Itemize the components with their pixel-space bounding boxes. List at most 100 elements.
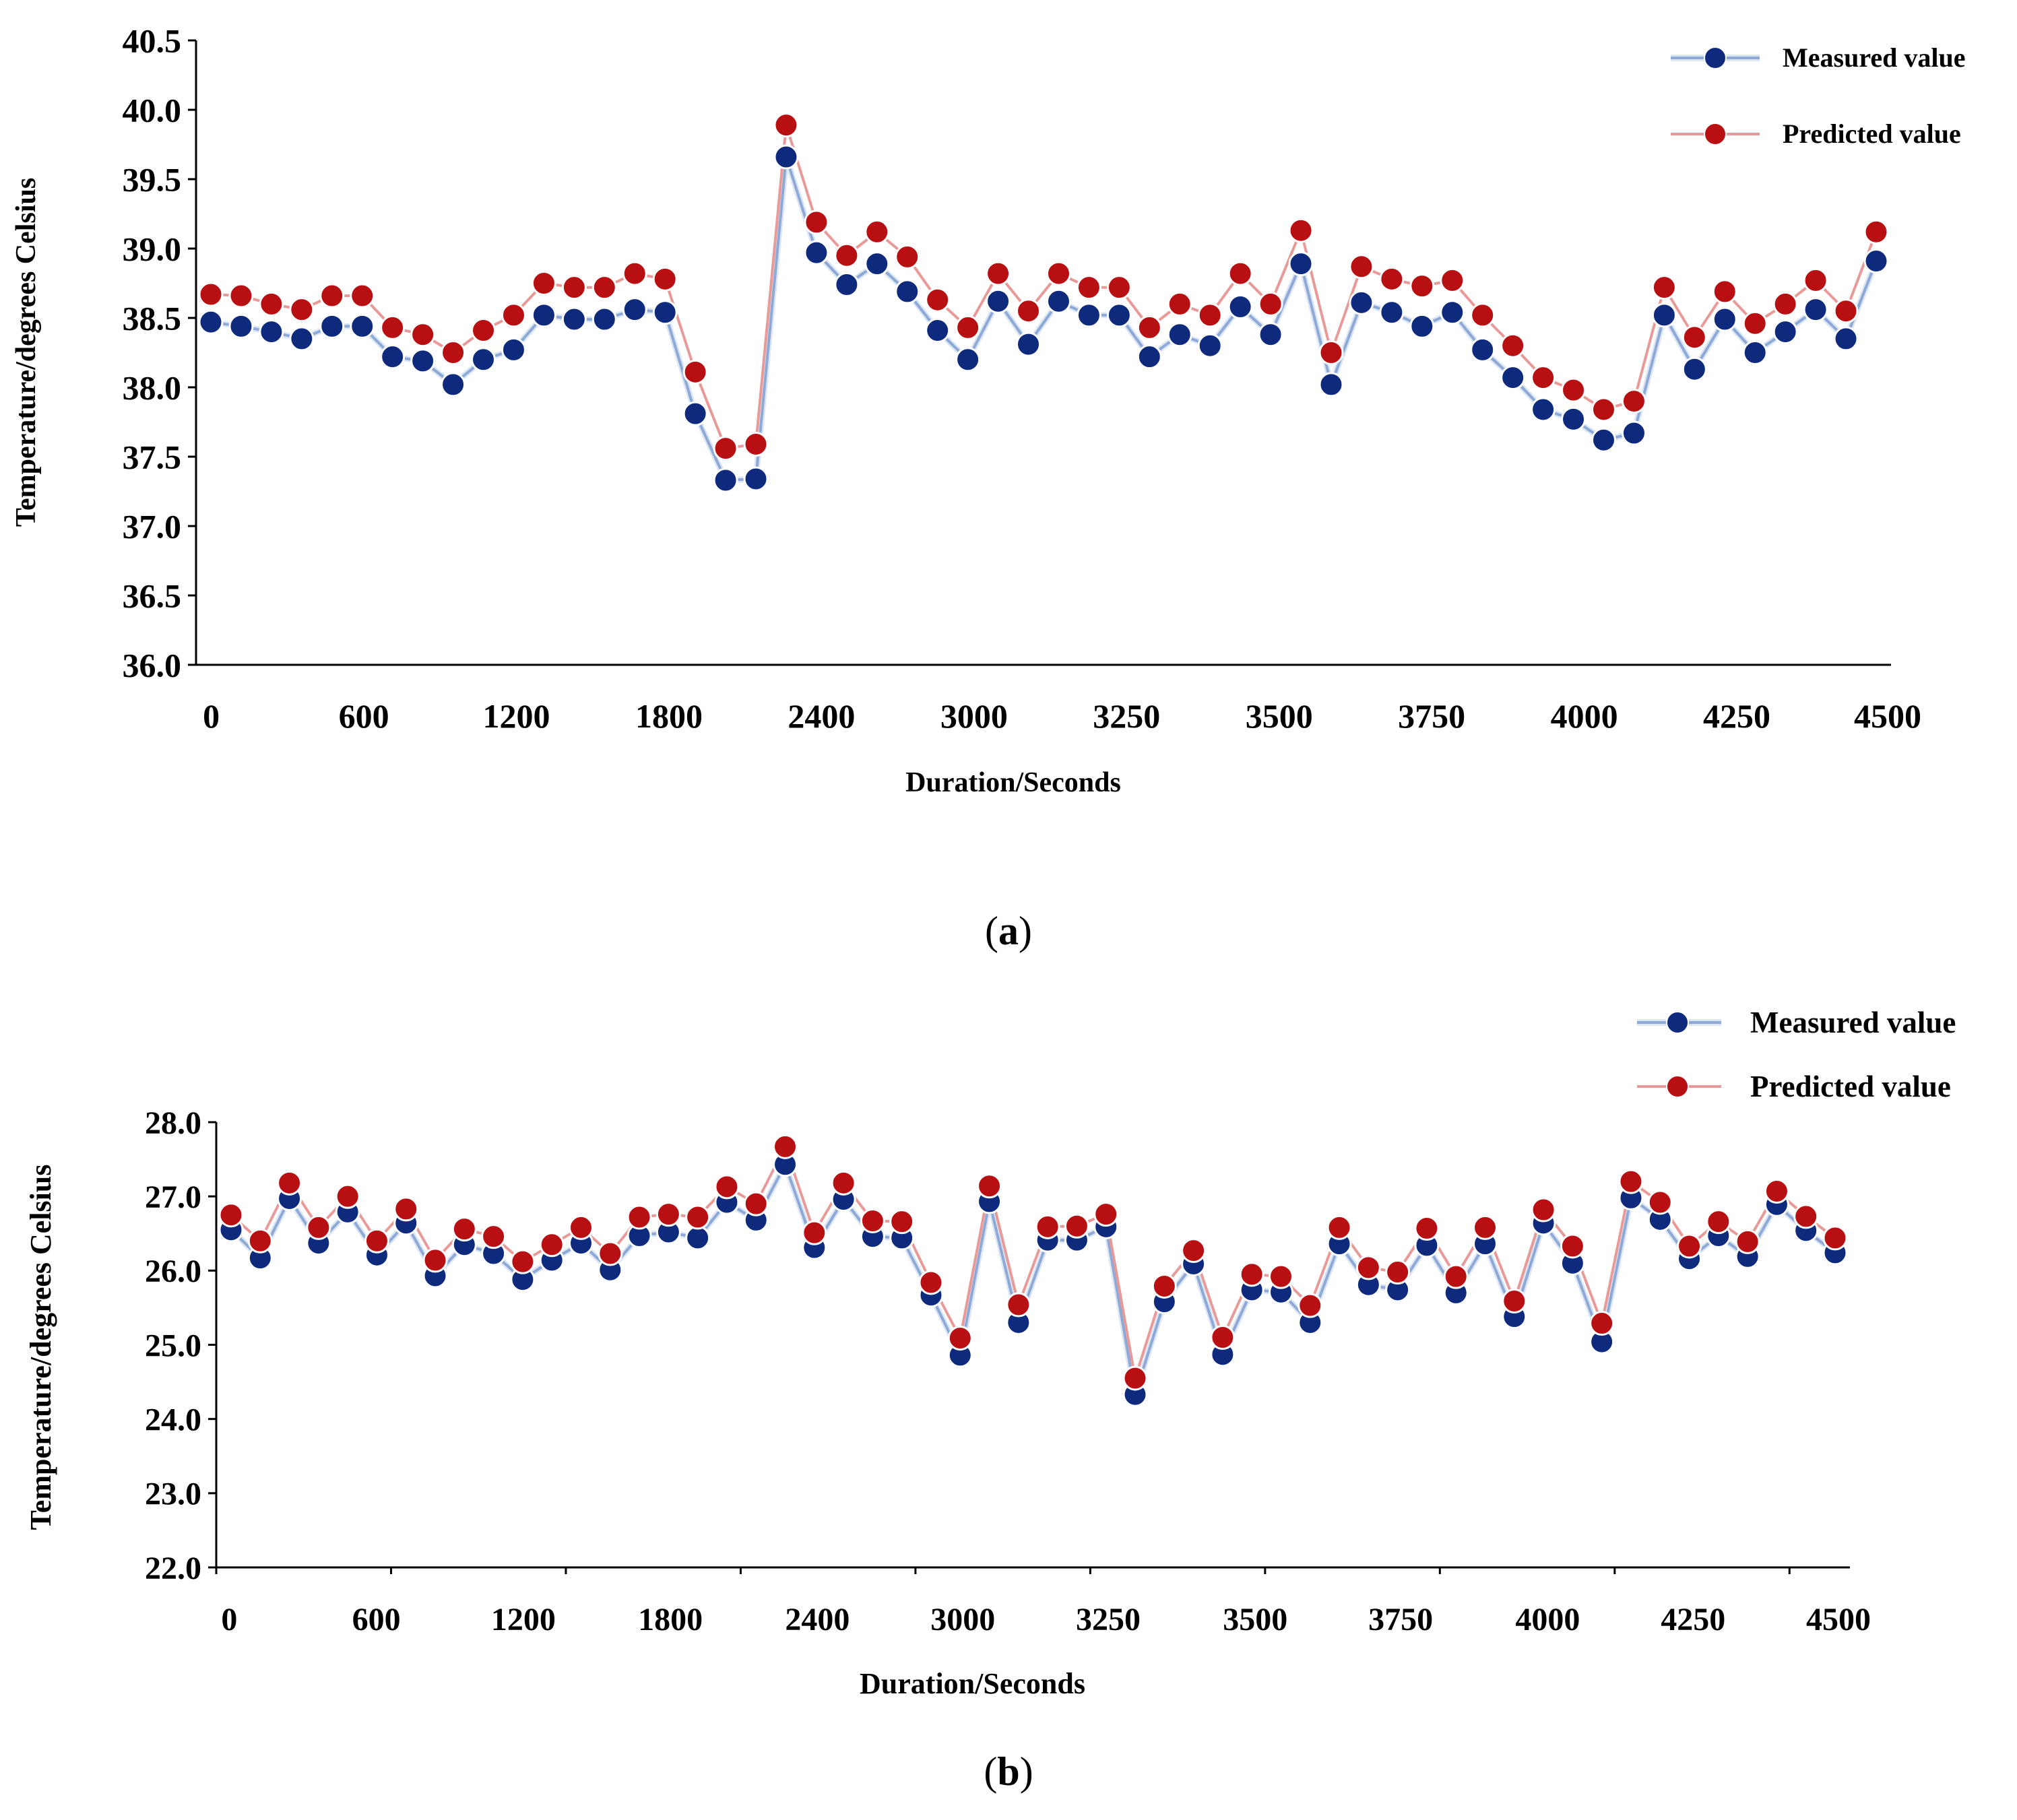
predicted-point [380,315,406,340]
predicted-point [1385,1260,1411,1285]
predicted-point [977,1173,1002,1199]
measured-point [1409,313,1435,339]
predicted-point [1500,333,1526,358]
x-tick-label: 600 [352,1602,401,1637]
y-tick-label: 36.0 [123,647,182,684]
predicted-point [1122,1365,1148,1391]
measured-point [864,251,890,277]
predicted-point [1046,261,1071,286]
predicted-point [1647,1190,1673,1215]
measured-point [1863,249,1889,274]
predicted-point [1677,1233,1702,1259]
measured-point [380,344,406,370]
predicted-point [1197,302,1223,328]
measured-point [1167,322,1192,348]
predicted-point [335,1183,360,1209]
measured-point [895,279,920,304]
legend-predicted-label: Predicted value [1783,119,1961,149]
predicted-point [1093,1202,1119,1227]
y-tick-label: 37.0 [123,508,182,546]
measured-point [1651,302,1677,328]
measured-point [1076,302,1101,328]
x-tick-label: 3750 [1398,697,1465,735]
y-tick-label: 40.0 [123,92,182,129]
x-tick-label: 0 [203,697,220,735]
predicted-point [1076,275,1101,300]
predicted-point [1822,1225,1848,1251]
measured-point [1318,372,1344,397]
y-tick-label: 24.0 [145,1402,201,1437]
predicted-point [364,1228,389,1254]
predicted-point [682,359,708,385]
predicted-point [864,219,890,245]
predicted-point [451,1216,477,1242]
predicted-point [802,1220,827,1245]
x-tick-label: 4250 [1661,1602,1725,1637]
predicted-point [1502,1289,1527,1314]
panel-label-letter: b [997,1749,1019,1794]
panel-label-open: ( [985,909,998,953]
measured-point [198,309,224,335]
predicted-point [1440,267,1465,293]
x-tick-label: 3250 [1076,1602,1141,1637]
y-tick-label: 40.5 [123,22,182,60]
legend: Measured value Predicted value [1671,42,1965,149]
measured-point [471,347,497,372]
predicted-point [655,1202,681,1227]
predicted-point [773,1134,798,1159]
x-tick-label: 1800 [635,697,703,735]
y-tick-label: 28.0 [145,1105,201,1141]
measured-point [1561,406,1587,432]
measured-point [1803,297,1828,323]
predicted-point [622,261,647,286]
y-tick-label: 37.5 [123,438,182,476]
predicted-point [1764,1178,1789,1204]
panel-label-letter: a [998,909,1019,953]
predicted-point [1106,275,1132,300]
predicted-point [1651,275,1677,300]
x-axis-title: Duration/Seconds [860,1667,1085,1700]
predicted-point [1239,1262,1264,1287]
predicted-point [955,315,981,340]
predicted-point [319,283,345,308]
predicted-point [1618,1169,1644,1194]
x-tick-label: 4000 [1515,1602,1580,1637]
predicted-point [1473,1214,1498,1240]
x-tick-label: 3000 [930,1602,995,1637]
x-tick-label: 4250 [1703,697,1770,735]
y-tick-label: 25.0 [145,1328,201,1363]
measured-point [1258,322,1283,348]
measured-point [925,318,951,344]
x-tick-label: 4500 [1806,1602,1871,1637]
measured-point [289,326,315,352]
measured-point [685,1225,711,1251]
y-tick-label: 23.0 [145,1476,201,1512]
predicted-point [1706,1209,1731,1235]
predicted-point [1349,254,1374,280]
predicted-point [1318,340,1344,365]
measured-point [441,372,466,397]
measured-point [1621,420,1646,446]
predicted-point [218,1202,244,1228]
predicted-point [1735,1229,1760,1254]
legend: Measured value Predicted value [1637,1006,1956,1103]
measured-point [1227,294,1253,320]
x-tick-label: 2400 [785,1602,850,1637]
measured-point [1531,397,1556,422]
predicted-point [1531,1197,1556,1223]
predicted-point [1136,315,1162,340]
predicted-point [1589,1311,1615,1336]
panel-label-open: ( [984,1749,997,1794]
predicted-point [259,291,284,317]
measured-point [1500,365,1526,391]
predicted-point [1414,1216,1440,1241]
predicted-point [1682,325,1707,350]
predicted-point [350,283,375,308]
y-tick-label: 36.5 [123,577,182,615]
legend-predicted-marker [1666,1075,1689,1098]
x-tick-label: 2400 [788,697,855,735]
measured-point [1349,290,1374,315]
predicted-point [804,209,829,235]
legend-measured-label: Measured value [1750,1006,1956,1039]
chart-panel-a: 36.0 36.5 37.0 37.5 38.0 38.5 39.0 39.5 40.0 40.5… [11,22,1965,954]
